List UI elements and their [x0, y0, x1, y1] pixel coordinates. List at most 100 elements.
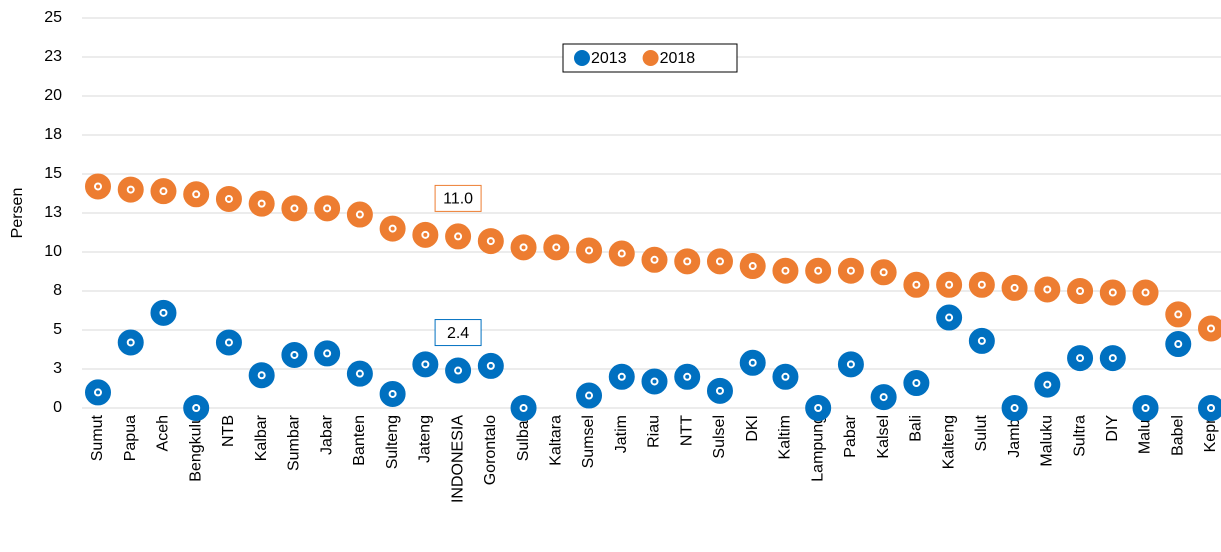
dot-center — [816, 406, 821, 410]
dot-center — [619, 251, 624, 256]
x-tick-label: Jambi — [1006, 415, 1023, 458]
dot-center — [619, 374, 624, 379]
dot-center — [488, 363, 493, 368]
y-tick-label: 25 — [44, 9, 62, 26]
x-tick-label: Aceh — [155, 415, 172, 451]
dot-center — [423, 232, 428, 237]
x-tick-label: Sulteng — [384, 415, 401, 469]
dot-center — [96, 390, 100, 395]
x-tick-label: NTT — [678, 415, 695, 446]
y-tick-label: 13 — [44, 204, 62, 221]
legend-marker — [574, 50, 590, 66]
dot-center — [717, 388, 722, 393]
x-tick-label: Papua — [122, 415, 139, 461]
x-tick-label: Kaltim — [777, 415, 794, 459]
x-tick-label: DKI — [744, 415, 761, 442]
x-tick-label: DIY — [1104, 415, 1121, 442]
dot-center — [128, 340, 133, 345]
dot-center — [717, 259, 722, 264]
dot-center — [685, 259, 690, 264]
dot-center — [521, 245, 526, 250]
dot-center — [1110, 290, 1115, 295]
x-tick-label: Sultra — [1071, 415, 1088, 457]
x-tick-label: Lampung — [809, 415, 826, 482]
dot-center — [979, 282, 984, 287]
x-tick-label: Sulsel — [711, 415, 728, 459]
dot-center — [521, 406, 526, 410]
x-tick-label: Sulut — [973, 414, 990, 451]
x-tick-label: Kaltara — [548, 415, 565, 466]
dot-center — [292, 206, 297, 211]
dot-center — [161, 310, 166, 315]
dot-center — [128, 187, 133, 192]
data-label-box — [434, 184, 482, 212]
dot-center — [587, 248, 592, 253]
dot-center — [194, 192, 199, 197]
dot-center — [357, 212, 362, 217]
dot-center — [1110, 356, 1115, 361]
dot-center — [1209, 406, 1213, 410]
x-tick-label: Maluku — [1039, 415, 1056, 467]
x-tick-label: Gorontalo — [482, 415, 499, 485]
dot-center — [226, 340, 231, 345]
dot-center — [1045, 287, 1050, 292]
data-label: 2.4 — [447, 325, 469, 342]
x-tick-label: Jabar — [318, 414, 335, 455]
dot-center — [750, 264, 755, 269]
dot-center — [750, 360, 755, 365]
dot-center — [816, 268, 821, 273]
x-tick-label: INDONESIA — [449, 415, 466, 503]
x-tick-label: Malut — [1137, 414, 1154, 454]
dot-center — [1176, 312, 1181, 317]
legend-label: 2018 — [660, 50, 696, 67]
dot-center — [947, 315, 952, 320]
dot-center — [783, 374, 788, 379]
x-tick-label: Riau — [646, 415, 663, 448]
dot-center — [1078, 289, 1083, 293]
dot-center — [1176, 342, 1181, 347]
dot-center — [259, 373, 264, 378]
y-tick-label: 18 — [44, 126, 62, 143]
x-tick-label: Jatim — [613, 415, 630, 453]
y-tick-label: 23 — [44, 48, 62, 65]
dot-center — [161, 189, 166, 194]
dot-center — [914, 282, 919, 287]
data-label: 11.0 — [443, 191, 473, 208]
dot-center — [881, 395, 886, 400]
dot-center — [652, 379, 657, 384]
y-axis-label: Persen — [9, 188, 26, 239]
dot-center — [488, 239, 493, 244]
dot-center — [554, 245, 559, 250]
dot-center — [685, 374, 690, 379]
dot-center — [194, 406, 199, 410]
x-tick-label: Kalteng — [940, 415, 957, 469]
x-tick-label: Jateng — [417, 415, 434, 463]
dot-center — [1045, 382, 1050, 387]
dot-center — [292, 352, 297, 357]
dot-center — [947, 282, 952, 287]
x-tick-label: Pabar — [842, 414, 859, 457]
dot-center — [1012, 285, 1017, 290]
dot-center — [325, 351, 330, 356]
y-tick-label: 5 — [53, 321, 62, 338]
x-tick-label: Banten — [351, 415, 368, 466]
x-tick-label: Babel — [1169, 415, 1186, 456]
x-tick-label: Bali — [908, 415, 925, 442]
dot-center — [390, 226, 395, 231]
legend-label: 2013 — [591, 50, 627, 67]
dot-center — [456, 234, 461, 239]
dot-center — [259, 201, 264, 206]
dot-center — [587, 393, 592, 398]
dot-center — [1012, 406, 1017, 410]
x-tick-label: Kepri — [1202, 415, 1219, 452]
dot-center — [226, 196, 231, 201]
x-tick-label: Sumsel — [580, 415, 597, 468]
x-tick-label: Kalsel — [875, 415, 892, 459]
dot-center — [783, 268, 788, 273]
dot-center — [357, 371, 362, 376]
y-tick-label: 3 — [53, 360, 62, 377]
dot-center — [979, 338, 984, 343]
y-tick-label: 8 — [53, 282, 62, 299]
dot-center — [423, 362, 428, 367]
